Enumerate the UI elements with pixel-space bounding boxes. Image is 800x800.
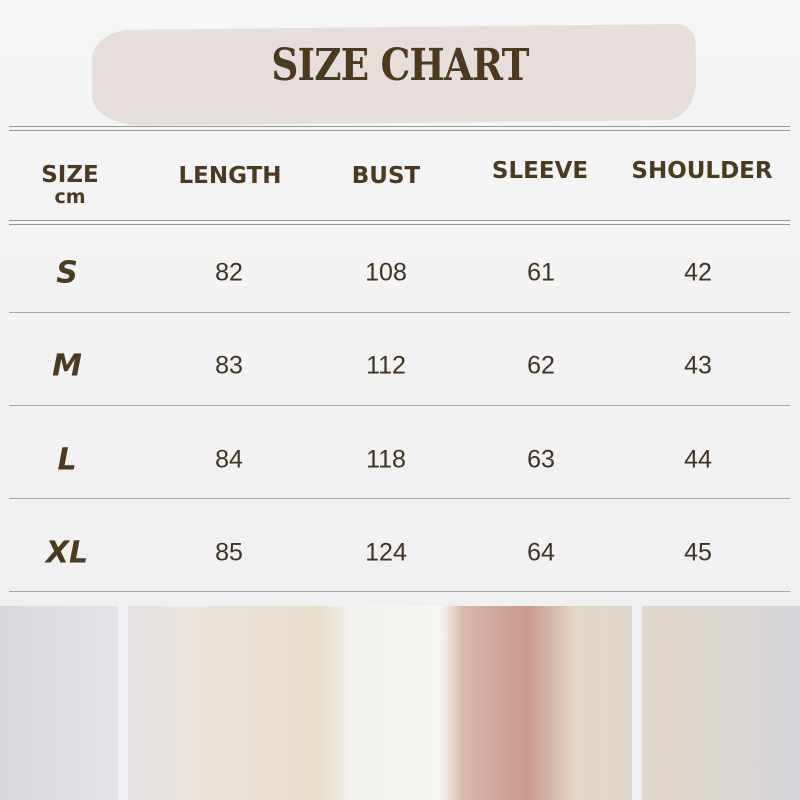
cell-sleeve: 62	[527, 351, 555, 380]
header-length: LENGTH	[178, 163, 282, 189]
cell-size: XL	[45, 535, 89, 571]
cell-size: L	[57, 442, 77, 478]
cell-shoulder: 45	[684, 538, 712, 567]
row-divider	[9, 591, 790, 592]
cell-size: M	[52, 348, 82, 384]
page-title: SIZE CHART	[271, 40, 529, 91]
row-divider	[9, 405, 790, 406]
cell-shoulder: 43	[684, 351, 712, 380]
product-photo	[0, 606, 800, 800]
cell-length: 84	[215, 445, 243, 474]
cell-length: 82	[215, 258, 243, 287]
header-bust: BUST	[351, 163, 421, 189]
header-sleeve: SLEEVE	[491, 158, 589, 184]
window-frame	[632, 606, 642, 800]
cell-shoulder: 42	[684, 258, 712, 287]
header-size-label: SIZE	[41, 162, 99, 188]
header-shoulder: SHOULDER	[631, 158, 773, 184]
row-divider	[9, 498, 790, 499]
cell-shoulder: 44	[684, 445, 712, 474]
row-divider	[9, 312, 790, 313]
cell-sleeve: 64	[527, 538, 555, 567]
header-size: SIZE cm	[41, 162, 99, 209]
window-frame	[118, 606, 128, 800]
cell-length: 83	[215, 351, 243, 380]
header-divider-bottom	[9, 220, 790, 225]
cell-bust: 108	[365, 258, 407, 287]
cell-length: 85	[215, 538, 243, 567]
cell-size: S	[56, 255, 78, 291]
cell-sleeve: 63	[527, 445, 555, 474]
cell-bust: 124	[365, 538, 407, 567]
header-unit: cm	[54, 186, 86, 208]
cell-bust: 118	[366, 445, 406, 474]
cell-sleeve: 61	[527, 258, 555, 287]
header-divider-top	[9, 126, 790, 131]
cell-bust: 112	[366, 351, 406, 380]
